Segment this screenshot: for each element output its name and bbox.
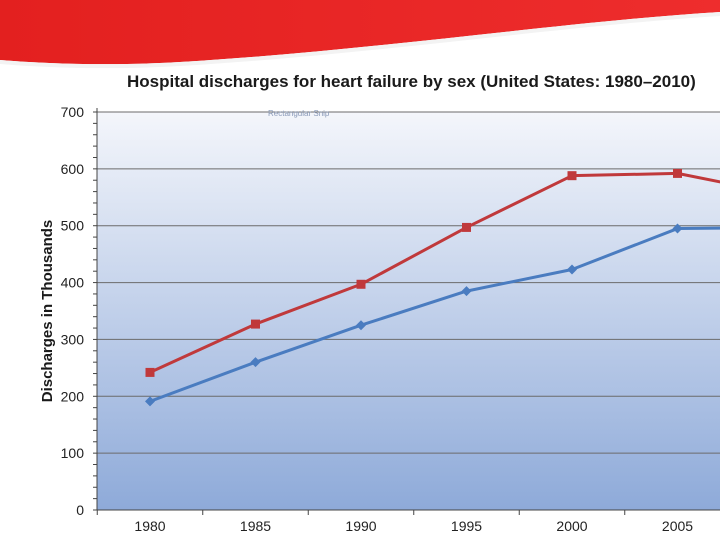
- data-point-male: [567, 264, 577, 275]
- y-tick-label: 400: [61, 275, 85, 291]
- y-axis-label: Discharges in Thousands: [39, 220, 56, 403]
- y-tick-label: 300: [61, 331, 85, 347]
- x-tick-label: 1995: [451, 518, 482, 534]
- y-tick-label: 700: [61, 104, 85, 120]
- legend-ghost: Rectangular Snip: [268, 109, 330, 118]
- data-point-female: [145, 367, 155, 377]
- data-point-female: [251, 319, 260, 329]
- y-tick-label: 200: [61, 388, 85, 404]
- banner-red-swoosh: [0, 0, 720, 65]
- data-point-female: [356, 279, 366, 289]
- gridlines: [97, 111, 720, 454]
- chart-title: Hospital discharges for heart failure by…: [127, 72, 696, 91]
- y-tick-label: 500: [61, 218, 85, 234]
- series-group: [145, 168, 720, 407]
- data-point-male: [461, 286, 472, 297]
- x-tick-label: 1985: [240, 518, 271, 534]
- data-point-male: [356, 320, 366, 331]
- y-tick-label: 100: [61, 445, 85, 461]
- data-point-female: [462, 222, 471, 232]
- x-tick-label: 2005: [662, 518, 693, 534]
- data-point-female: [567, 171, 577, 181]
- data-point-male: [672, 223, 683, 234]
- data-point-male: [145, 396, 155, 407]
- data-point-female: [673, 168, 682, 178]
- data-point-male: [250, 357, 261, 368]
- banner-highlight: [0, 12, 720, 69]
- header-banner: [0, 0, 720, 69]
- y-tick-label: 0: [76, 502, 84, 518]
- x-tick-label: 1980: [134, 518, 165, 534]
- x-axis-ticks: 1980 1985 1990 1995 2000 2005: [134, 518, 693, 534]
- y-tick-label: 600: [61, 161, 85, 177]
- x-tick-label: 2000: [556, 518, 587, 534]
- axes: [93, 108, 720, 515]
- x-tick-label: 1990: [345, 518, 376, 534]
- y-axis-ticks: 0 100 200 300 400 500 600 700: [61, 104, 85, 518]
